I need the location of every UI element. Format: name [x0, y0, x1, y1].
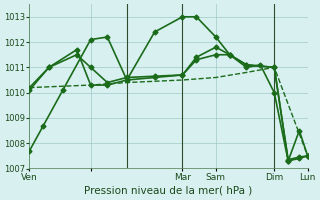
X-axis label: Pression niveau de la mer( hPa ): Pression niveau de la mer( hPa )	[84, 186, 253, 196]
